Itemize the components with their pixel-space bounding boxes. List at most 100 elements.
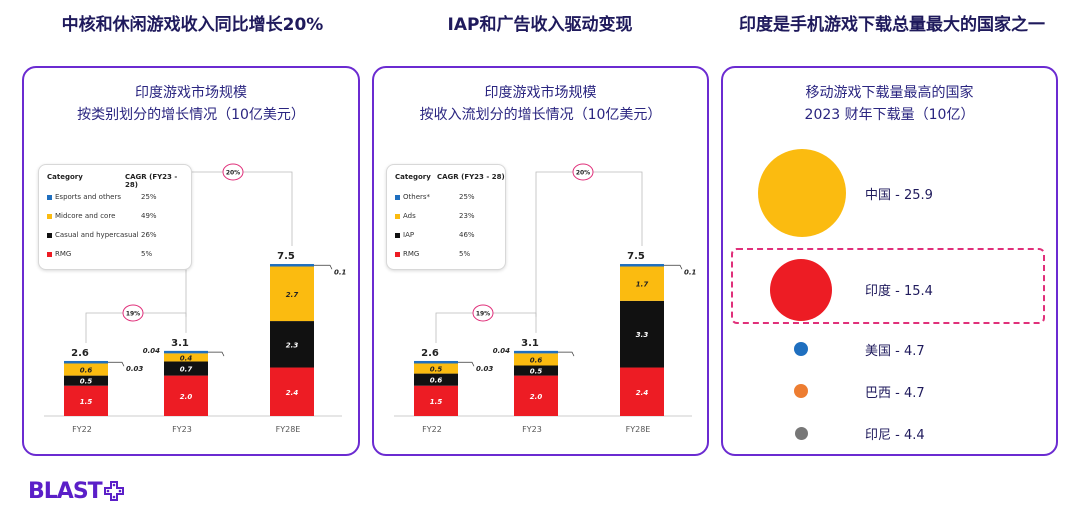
bubble-india [770,259,832,321]
legend-swatch [47,195,52,200]
growth-label: 20% [226,170,240,177]
bar-segment-others--fy23 [514,350,558,354]
growth-badge [572,163,594,181]
legend-name: Casual and hypercasual [55,231,139,239]
bar-segment-casual-and-hypercasual-fy23 [164,361,208,376]
total-label-fy23: 3.1 [521,338,539,349]
segment-label: 0.5 [430,366,443,374]
bar-segment-rmg-fy28e [270,367,314,416]
legend-cagr-header: CAGR (FY23 - 28) [125,173,178,189]
panel-1-title: 印度游戏市场规模 按类别划分的增长情况（10亿美元） [24,82,358,126]
heading-1: 中核和休闲游戏收入同比增长20% [61,15,324,35]
legend-swatch [47,214,52,219]
bar-segment-iap-fy22 [414,373,458,386]
legend-name: Midcore and core [55,212,116,220]
bar-segment-esports-and-others-fy22 [64,360,108,364]
legend-row: Ads 23% [395,212,505,224]
legend-name: RMG [55,250,72,258]
bar-segment-esports-and-others-fy23 [164,350,208,354]
downloads-panel: 移动游戏下载量最高的国家 2023 财年下载量（10亿） 中国 - 25.9 印… [721,66,1058,456]
legend-cagr: 5% [459,250,471,258]
total-label-fy22: 2.6 [421,348,439,359]
bar-segment-esports-and-others-fy28e [270,264,314,267]
legend-header: Category [47,173,83,181]
segment-label: 0.5 [530,368,543,376]
legend-cagr: 23% [459,212,475,220]
bar-segment-iap-fy23 [514,365,558,376]
bar-segment-rmg-fy23 [514,375,558,416]
x-tick-fy23: FY23 [522,425,542,434]
legend-row: Others* 25% [395,193,505,205]
segment-label: 0.1 [684,268,697,276]
bar-chart-revenue: 1.5 0.6 0.5 0.03 2.6 FY22 2.0 0.5 0.6 0.04 3.1 FY23… [394,163,697,434]
segment-label: 2.7 [286,291,299,299]
bar-segment-midcore-and-core-fy28e [270,266,314,322]
legend-row: RMG 5% [395,250,505,262]
bar-segment-midcore-and-core-fy23 [164,353,208,362]
logo-plus-icon [103,481,124,501]
legend-name: Others* [403,193,431,201]
legend-row: Esports and others 25% [47,193,187,205]
panel-3-title: 移动游戏下载量最高的国家 2023 财年下载量（10亿） [723,82,1056,126]
panel-2-title: 印度游戏市场规模 按收入流划分的增长情况（10亿美元） [374,82,707,126]
legend-name: Ads [403,212,416,220]
segment-label: 0.04 [493,347,510,355]
segment-label: 3.3 [636,331,649,339]
legend-cagr: 5% [141,250,153,258]
bar-segment-rmg-fy28e [620,367,664,416]
label-brazil: 巴西 - 4.7 [865,386,925,401]
bar-segment-iap-fy28e [620,300,664,368]
blast-logo: BLAST [28,478,124,504]
growth-label: 19% [126,310,140,317]
legend-row: RMG 5% [47,250,187,262]
chart-panel-category: 印度游戏市场规模 按类别划分的增长情况（10亿美元） 1.5 0.5 0.6 0.03… [22,66,360,456]
segment-label: 0.04 [143,347,160,355]
total-label-fy28e: 7.5 [277,251,295,262]
callout-line [208,351,225,357]
legend-swatch [395,195,400,200]
segment-label: 0.6 [430,377,443,385]
legend-cagr: 25% [459,193,475,201]
bar-segment-rmg-fy23 [164,375,208,416]
bar-chart-category: 1.5 0.5 0.6 0.03 2.6 FY22 2.0 0.7 0.4 0.04 3.1 FY23… [44,163,347,434]
x-tick-fy22: FY22 [72,425,92,434]
legend-revenue: Category CAGR (FY23 - 28) Others* 25% Ads… [386,164,506,270]
bubble-china [758,149,846,237]
panel-1-title-line2: 按类别划分的增长情况（10亿美元） [77,107,305,123]
legend-cagr: 46% [459,231,475,239]
segment-label: 2.4 [286,389,299,397]
legend-swatch [395,214,400,219]
segment-label: 1.7 [636,281,649,289]
panel-2-title-line1: 印度游戏市场规模 [484,85,597,101]
heading-3: 印度是手机游戏下载总量最大的国家之一 [739,15,1045,35]
panel-1-title-line1: 印度游戏市场规模 [135,85,247,101]
x-tick-fy22: FY22 [422,425,442,434]
bubble-indonesia [795,427,808,440]
legend-cagr: 49% [141,212,157,220]
segment-label: 0.5 [80,378,93,386]
growth-badge [122,304,144,322]
legend-swatch [395,233,400,238]
total-label-fy22: 2.6 [71,348,89,359]
segment-label: 0.03 [476,365,493,373]
legend-swatch [47,252,52,257]
legend-name: Esports and others [55,193,121,201]
growth-badge [222,163,244,181]
bar-segment-ads-fy23 [514,353,558,366]
callout-line [558,351,575,357]
bar-segment-others--fy22 [414,360,458,364]
legend-swatch [395,252,400,257]
x-tick-fy28e: FY28E [626,425,651,434]
bubble-usa [794,342,808,356]
bar-segment-ads-fy22 [414,363,458,374]
label-indonesia: 印尼 - 4.4 [865,428,925,443]
total-label-fy23: 3.1 [171,338,189,349]
segment-label: 1.5 [430,398,443,406]
legend-row: Casual and hypercasual 26% [47,231,187,243]
bar-segment-rmg-fy22 [414,385,458,416]
panel-3-title-line1: 移动游戏下载量最高的国家 [805,85,974,101]
bubble-brazil [794,384,808,398]
label-india: 印度 - 15.4 [865,284,933,299]
bar-segment-midcore-and-core-fy22 [64,363,108,376]
segment-label: 0.03 [126,365,143,373]
